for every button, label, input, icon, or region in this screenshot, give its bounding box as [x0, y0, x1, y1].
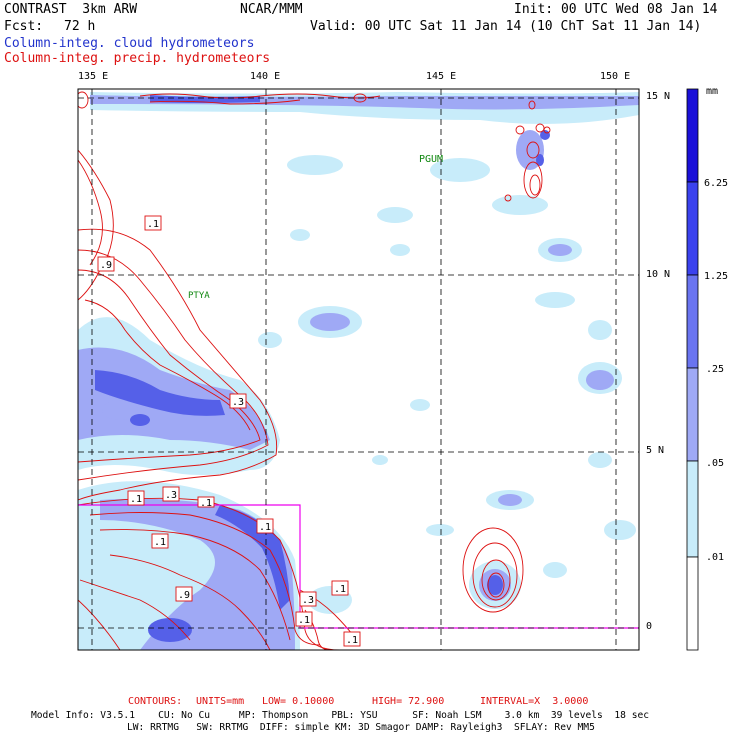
colorbar-tick: 1.25	[704, 271, 728, 282]
contour-label: .3	[232, 397, 244, 408]
contours-high: HIGH= 72.900	[372, 696, 445, 707]
lon-label-140: 140 E	[250, 71, 281, 82]
station-label-ptya: PTYA	[188, 291, 210, 301]
plot-frame	[77, 88, 640, 651]
lat-label-15: 15 N	[646, 91, 671, 102]
field-cloud-hydrometeors: Column-integ. cloud hydrometeors	[4, 36, 255, 51]
colorbar-band	[686, 556, 699, 651]
colorbar-tick: .01	[706, 552, 724, 563]
valid-time: Valid: 00 UTC Sat 11 Jan 14 (10 ChT Sat …	[310, 19, 702, 34]
forecast-hours: 72 h	[64, 19, 96, 34]
contour-label: .1	[147, 219, 159, 230]
model-info-line-1: Model Info: V3.5.1 CU: No Cu MP: Thompso…	[31, 710, 650, 721]
field-precip-hydrometeors: Column-integ. precip. hydrometeors	[4, 51, 271, 66]
colorbar-labels: mm 6.25 1.25 .25 .05 .01	[704, 86, 728, 563]
colorbar-band	[686, 460, 699, 558]
contour-label: .1	[259, 522, 271, 533]
contour-label: .1	[200, 498, 212, 509]
colorbar-unit: mm	[706, 86, 718, 97]
colorbar-band	[686, 367, 699, 462]
lon-label-145: 145 E	[426, 71, 457, 82]
colorbar	[686, 88, 699, 651]
station-label-pgum: PGUM	[419, 154, 443, 165]
lat-label-0: 0	[646, 621, 653, 632]
contour-label: .1	[154, 537, 166, 548]
lat-label-5: 5 N	[646, 445, 665, 456]
lon-label-135: 135 E	[78, 71, 109, 82]
contour-label: .1	[334, 584, 346, 595]
colorbar-tick: .05	[706, 458, 724, 469]
contour-label: .9	[178, 590, 190, 601]
organization-label: NCAR/MMM	[240, 2, 303, 17]
contours-units: UNITS=mm	[196, 696, 245, 707]
contour-label-boxes	[97, 215, 361, 647]
colorbar-band	[686, 88, 699, 183]
contour-label: .1	[298, 615, 310, 626]
colorbar-band	[686, 274, 699, 369]
init-time: Init: 00 UTC Wed 08 Jan 14	[514, 2, 718, 17]
contours-interval: INTERVAL=X 3.0000	[480, 696, 589, 707]
contour-label: .1	[130, 494, 142, 505]
colorbar-band	[686, 181, 699, 276]
contours-label: CONTOURS:	[128, 696, 183, 707]
lat-lon-grid	[78, 89, 639, 650]
contour-label: .3	[302, 595, 314, 606]
contour-label: .1	[346, 635, 358, 646]
contour-label: .9	[100, 260, 112, 271]
contour-label-text: .1 .9 .3 .1 .3 .1 .1 .1 .9 .3 .1 .1 .1	[100, 219, 358, 646]
model-title: CONTRAST 3km ARW	[4, 2, 138, 17]
colorbar-tick: 6.25	[704, 178, 728, 189]
contours-low: LOW= 0.10000	[262, 696, 335, 707]
forecast-label: Fcst:	[4, 19, 44, 34]
colorbar-tick: .25	[706, 364, 724, 375]
model-info-line-2: LW: RRTMG SW: RRTMG DIFF: simple KM: 3D …	[127, 722, 595, 733]
contour-label: .3	[165, 490, 177, 501]
lat-label-10: 10 N	[646, 269, 671, 280]
lon-label-150: 150 E	[600, 71, 631, 82]
